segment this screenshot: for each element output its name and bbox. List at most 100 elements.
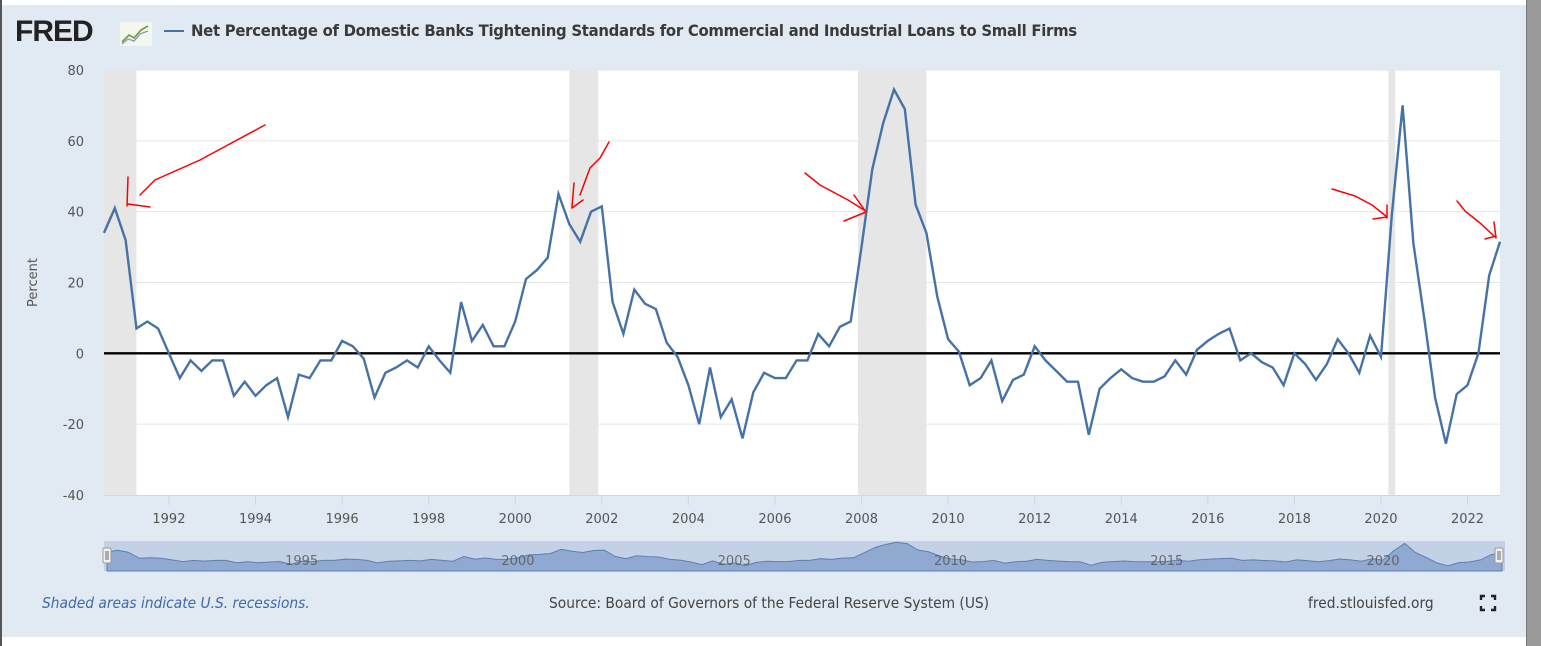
data-point[interactable] (1053, 368, 1059, 374)
data-point[interactable] (436, 357, 442, 363)
data-point[interactable] (1042, 357, 1048, 363)
data-point[interactable] (123, 237, 129, 243)
data-point[interactable] (307, 375, 313, 381)
data-point[interactable] (1302, 361, 1308, 367)
data-point[interactable] (1324, 361, 1330, 367)
data-point[interactable] (675, 354, 681, 360)
data-point[interactable] (177, 375, 183, 381)
data-point[interactable] (285, 414, 291, 420)
data-point[interactable] (859, 244, 865, 250)
fred-logo[interactable]: FRED (15, 15, 94, 48)
data-point[interactable] (1270, 365, 1276, 371)
data-point[interactable] (1421, 315, 1427, 321)
data-point[interactable] (1356, 370, 1362, 376)
data-point[interactable] (707, 365, 713, 371)
data-point[interactable] (1248, 350, 1254, 356)
data-point[interactable] (209, 357, 215, 363)
data-point[interactable] (155, 326, 161, 332)
data-point[interactable] (166, 350, 172, 356)
data-point[interactable] (1140, 379, 1146, 385)
data-point[interactable] (220, 357, 226, 363)
fullscreen-icon[interactable] (1479, 594, 1497, 612)
data-point[interactable] (1281, 382, 1287, 388)
series-line[interactable] (102, 86, 1502, 444)
data-point[interactable] (1367, 333, 1373, 339)
data-point[interactable] (1389, 212, 1395, 218)
data-point[interactable] (815, 331, 821, 337)
data-point[interactable] (1400, 102, 1406, 108)
data-point[interactable] (317, 357, 323, 363)
data-point[interactable] (804, 357, 810, 363)
data-point[interactable] (426, 343, 432, 349)
data-point[interactable] (729, 396, 735, 402)
navigator-left-handle[interactable] (102, 547, 112, 564)
data-point[interactable] (328, 357, 334, 363)
data-point[interactable] (491, 343, 497, 349)
data-point[interactable] (848, 318, 854, 324)
data-point[interactable] (1216, 331, 1222, 337)
data-point[interactable] (1486, 272, 1492, 278)
data-point[interactable] (372, 395, 378, 401)
data-point[interactable] (1475, 350, 1481, 356)
data-point[interactable] (1205, 338, 1211, 344)
data-point[interactable] (296, 372, 302, 378)
data-point[interactable] (783, 375, 789, 381)
data-point[interactable] (750, 389, 756, 395)
data-point[interactable] (188, 357, 194, 363)
data-point[interactable] (458, 299, 464, 305)
data-point[interactable] (1032, 343, 1038, 349)
data-point[interactable] (978, 375, 984, 381)
data-point[interactable] (1183, 372, 1189, 378)
data-point[interactable] (794, 357, 800, 363)
data-point[interactable] (826, 343, 832, 349)
data-point[interactable] (588, 209, 594, 215)
data-point[interactable] (523, 276, 529, 282)
data-point[interactable] (545, 255, 551, 261)
data-point[interactable] (664, 340, 670, 346)
data-point[interactable] (577, 239, 583, 245)
data-point[interactable] (1151, 379, 1157, 385)
data-point[interactable] (253, 393, 259, 399)
data-point[interactable] (415, 365, 421, 371)
data-point[interactable] (1313, 377, 1319, 383)
data-point[interactable] (198, 368, 204, 374)
data-point[interactable] (1172, 357, 1178, 363)
data-point[interactable] (393, 365, 399, 371)
series-title[interactable]: Net Percentage of Domestic Banks Tighten… (191, 21, 1077, 40)
data-point[interactable] (1118, 366, 1124, 372)
data-point[interactable] (945, 336, 951, 342)
data-point[interactable] (837, 324, 843, 330)
navigator-right-handle[interactable] (1494, 547, 1504, 564)
data-point[interactable] (1129, 375, 1135, 381)
data-point[interactable] (631, 287, 637, 293)
data-point[interactable] (1194, 347, 1200, 353)
data-point[interactable] (1497, 239, 1503, 245)
data-point[interactable] (339, 338, 345, 344)
data-point[interactable] (361, 356, 367, 362)
data-point[interactable] (956, 349, 962, 355)
data-point[interactable] (263, 382, 269, 388)
data-point[interactable] (923, 230, 929, 236)
data-point[interactable] (642, 301, 648, 307)
data-point[interactable] (1443, 441, 1449, 447)
data-point[interactable] (1291, 350, 1297, 356)
data-point[interactable] (653, 306, 659, 312)
data-point[interactable] (772, 375, 778, 381)
data-point[interactable] (1259, 359, 1265, 365)
data-point[interactable] (967, 382, 973, 388)
data-point[interactable] (1075, 379, 1081, 385)
data-point[interactable] (696, 421, 702, 427)
data-point[interactable] (534, 267, 540, 273)
data-point[interactable] (1432, 395, 1438, 401)
data-point[interactable] (1162, 373, 1168, 379)
data-point[interactable] (599, 203, 605, 209)
data-point[interactable] (913, 202, 919, 208)
data-point[interactable] (1237, 357, 1243, 363)
data-point[interactable] (999, 398, 1005, 404)
data-point[interactable] (1010, 377, 1016, 383)
data-point[interactable] (133, 326, 139, 332)
data-point[interactable] (447, 370, 453, 376)
data-point[interactable] (242, 379, 248, 385)
data-point[interactable] (566, 221, 572, 227)
data-point[interactable] (1378, 354, 1384, 360)
